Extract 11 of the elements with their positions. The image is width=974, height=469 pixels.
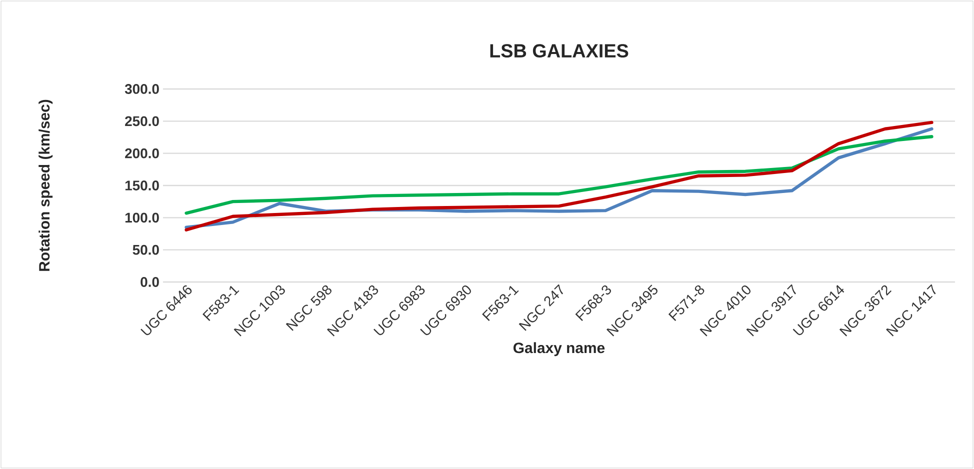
y-tick-label: 100.0 [125,212,159,223]
x-axis-title: Galaxy name [514,342,605,356]
y-tick-label: 50.0 [132,244,159,255]
y-tick-label: 200.0 [125,148,159,158]
y-tick-label: 0.0 [140,277,159,287]
chart-title: LSB GALAXIES [490,44,628,58]
y-tick-label: 150.0 [125,180,159,190]
y-tick-label: 300.0 [124,84,159,94]
y-axis-title: Rotation speed (km/sec) [38,100,53,271]
y-tick-label: 250.0 [125,116,159,126]
line-series [184,135,934,215]
